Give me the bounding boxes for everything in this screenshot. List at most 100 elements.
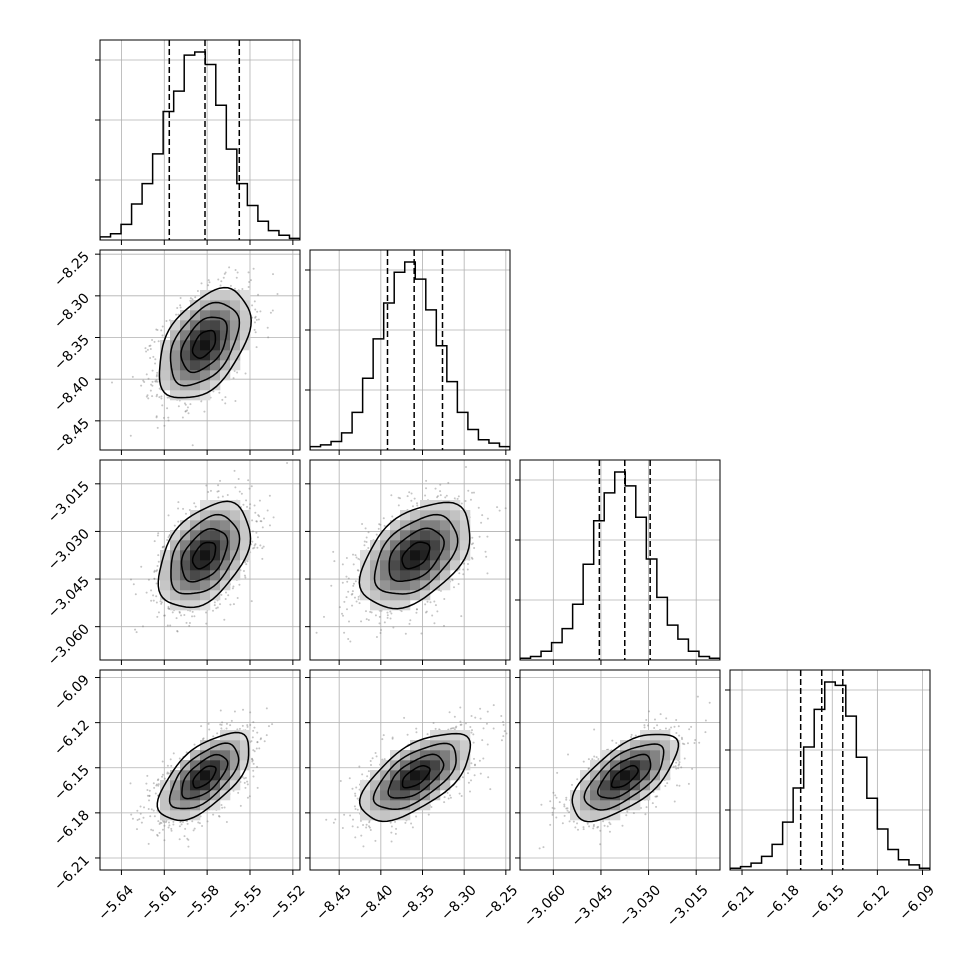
density-cell bbox=[180, 800, 191, 811]
scatter-point bbox=[231, 587, 234, 590]
scatter-point bbox=[397, 496, 400, 499]
density-cell bbox=[440, 550, 451, 561]
density-cell bbox=[240, 740, 251, 751]
scatter-point bbox=[168, 396, 171, 399]
density-cell bbox=[240, 550, 251, 561]
scatter-point bbox=[205, 622, 208, 625]
density-cell bbox=[200, 760, 211, 771]
density-cell bbox=[590, 810, 601, 821]
scatter-point bbox=[582, 760, 585, 763]
scatter-point bbox=[693, 741, 696, 744]
density-cell bbox=[210, 290, 221, 301]
density-cell bbox=[420, 790, 431, 801]
scatter-point bbox=[390, 840, 393, 843]
scatter-point bbox=[155, 783, 158, 786]
density-cell bbox=[450, 520, 461, 531]
scatter-point bbox=[386, 616, 389, 619]
scatter-point bbox=[404, 821, 407, 824]
density-cell bbox=[240, 300, 251, 311]
density-cell bbox=[160, 370, 171, 381]
scatter-point bbox=[390, 825, 393, 828]
scatter-point bbox=[265, 734, 268, 737]
density-cell bbox=[190, 520, 201, 531]
scatter-point bbox=[162, 820, 165, 823]
scatter-point bbox=[433, 622, 436, 625]
scatter-point bbox=[165, 819, 168, 822]
scatter-point bbox=[473, 764, 476, 767]
density-cell bbox=[420, 570, 431, 581]
scatter-point bbox=[241, 724, 244, 727]
scatter-point bbox=[244, 776, 247, 779]
scatter-point bbox=[482, 727, 485, 730]
density-cell bbox=[410, 760, 421, 771]
scatter-point bbox=[683, 757, 686, 760]
density-cell bbox=[200, 790, 211, 801]
density-cell bbox=[420, 560, 431, 571]
scatter-point bbox=[666, 782, 669, 785]
scatter-point bbox=[675, 731, 678, 734]
scatter-point bbox=[367, 770, 370, 773]
scatter-point bbox=[220, 593, 223, 596]
density-cell bbox=[380, 780, 391, 791]
scatter-point bbox=[341, 612, 344, 615]
density-cell bbox=[170, 560, 181, 571]
scatter-point bbox=[168, 465, 170, 467]
x-tick-label: −6.09 bbox=[896, 882, 938, 924]
scatter-point bbox=[234, 287, 237, 290]
scatter-point bbox=[470, 556, 473, 559]
scatter-point bbox=[159, 821, 162, 824]
scatter-point bbox=[470, 779, 473, 782]
scatter-point bbox=[566, 807, 569, 810]
density-cell bbox=[230, 510, 241, 521]
scatter-point bbox=[378, 615, 381, 618]
scatter-point bbox=[155, 601, 158, 604]
scatter-point bbox=[656, 795, 659, 798]
scatter-point bbox=[173, 524, 176, 527]
scatter-point bbox=[498, 509, 501, 512]
scatter-point bbox=[185, 751, 188, 754]
density-cell bbox=[240, 320, 251, 331]
scatter-point bbox=[443, 801, 446, 804]
density-cell bbox=[210, 310, 221, 321]
density-cell bbox=[430, 570, 441, 581]
scatter-point bbox=[409, 619, 412, 622]
density-cell bbox=[620, 740, 631, 751]
scatter-point bbox=[213, 604, 216, 607]
density-cell bbox=[210, 500, 221, 511]
scatter-point bbox=[156, 615, 159, 618]
scatter-point bbox=[452, 586, 455, 589]
density-cell bbox=[380, 560, 391, 571]
scatter-point bbox=[621, 824, 624, 827]
scatter-point bbox=[460, 723, 463, 726]
scatter-point bbox=[588, 825, 591, 828]
scatter-point bbox=[148, 345, 151, 348]
density-cell bbox=[240, 510, 251, 521]
scatter-point bbox=[704, 719, 707, 722]
contour-3 bbox=[571, 733, 680, 823]
density-cell bbox=[360, 810, 371, 821]
scatter-point bbox=[155, 380, 158, 383]
scatter-point bbox=[160, 329, 163, 332]
density-cell bbox=[450, 500, 461, 511]
scatter-point bbox=[146, 348, 149, 351]
scatter-point bbox=[191, 610, 194, 613]
x-tick-label: −5.55 bbox=[224, 882, 266, 924]
panel-frame bbox=[309, 459, 511, 661]
x-tick-label: −3.030 bbox=[616, 882, 664, 930]
scatter-point bbox=[474, 716, 477, 719]
scatter-point bbox=[131, 817, 134, 820]
scatter-point bbox=[149, 357, 152, 360]
scatter-point bbox=[153, 570, 156, 573]
scatter-point bbox=[135, 828, 138, 831]
density-cell bbox=[440, 510, 451, 521]
scatter-point bbox=[245, 563, 248, 566]
density-cell bbox=[180, 390, 191, 401]
density-cell bbox=[460, 740, 471, 751]
scatter-point bbox=[348, 777, 351, 780]
contour-2 bbox=[170, 513, 241, 595]
scatter-point bbox=[464, 499, 467, 502]
scatter-point bbox=[471, 557, 474, 560]
scatter-point bbox=[194, 505, 197, 508]
contour-3 bbox=[358, 501, 471, 610]
scatter-point bbox=[256, 741, 259, 744]
